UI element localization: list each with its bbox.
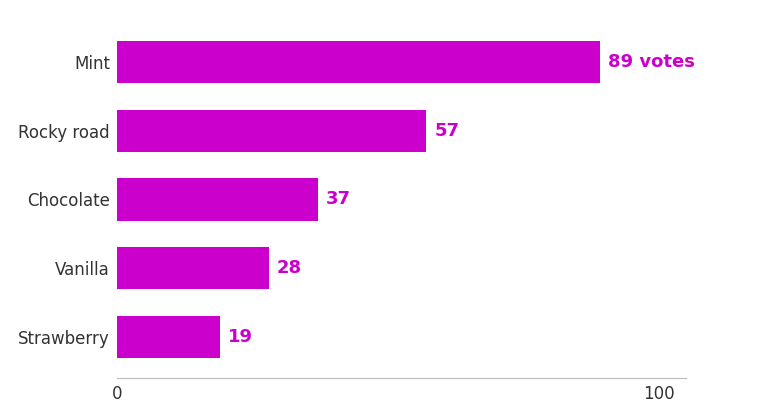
Text: 37: 37 [326,191,351,208]
Text: 89 votes: 89 votes [608,53,695,71]
Text: 19: 19 [229,328,254,346]
Text: 57: 57 [434,122,459,140]
Bar [117,41,600,84]
Bar [117,315,220,358]
Bar [117,247,269,289]
Bar [117,178,317,221]
Bar [117,110,426,152]
Text: 28: 28 [277,259,302,277]
